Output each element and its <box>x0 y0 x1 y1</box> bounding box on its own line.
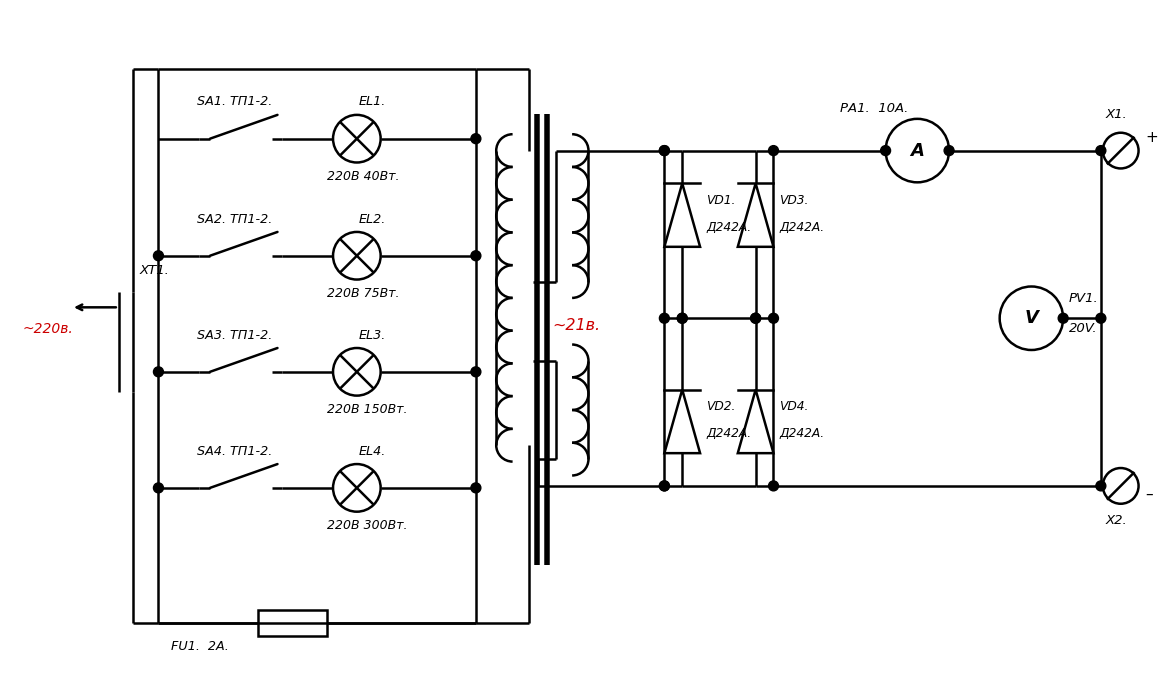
Circle shape <box>660 481 669 491</box>
Text: X2.: X2. <box>1106 514 1127 527</box>
Text: Д242А.: Д242А. <box>706 427 751 440</box>
Circle shape <box>751 313 761 323</box>
Circle shape <box>751 313 761 323</box>
Text: 20V.: 20V. <box>1069 321 1098 335</box>
Text: Д242А.: Д242А. <box>779 427 825 440</box>
Circle shape <box>660 146 669 155</box>
Text: 220В 40Вт.: 220В 40Вт. <box>327 170 400 183</box>
Circle shape <box>677 313 687 323</box>
Circle shape <box>1058 313 1068 323</box>
Circle shape <box>677 313 687 323</box>
Circle shape <box>769 481 778 491</box>
Circle shape <box>660 313 669 323</box>
Text: FU1.  2А.: FU1. 2А. <box>171 640 229 653</box>
Text: 220В 300Вт.: 220В 300Вт. <box>327 519 408 532</box>
Text: EL3.: EL3. <box>359 328 386 342</box>
Text: EL2.: EL2. <box>359 213 386 226</box>
Circle shape <box>880 146 891 155</box>
Text: +: + <box>1145 130 1158 145</box>
Circle shape <box>471 251 481 261</box>
Text: ~220в.: ~220в. <box>22 322 74 336</box>
Text: VD4.: VD4. <box>779 400 809 413</box>
Text: SA2. ТП1-2.: SA2. ТП1-2. <box>197 213 272 226</box>
Text: Д242А.: Д242А. <box>779 220 825 233</box>
Circle shape <box>154 251 163 261</box>
Circle shape <box>1096 313 1106 323</box>
Circle shape <box>471 134 481 144</box>
Circle shape <box>471 483 481 493</box>
Circle shape <box>471 367 481 377</box>
Circle shape <box>769 313 778 323</box>
Text: 220В 150Вт.: 220В 150Вт. <box>327 403 408 416</box>
Text: EL4.: EL4. <box>359 445 386 458</box>
Text: SA4. ТП1-2.: SA4. ТП1-2. <box>197 445 272 458</box>
Text: РА1.  10А.: РА1. 10А. <box>840 102 908 116</box>
Circle shape <box>1096 481 1106 491</box>
Text: 220В 75Вт.: 220В 75Вт. <box>327 287 400 300</box>
Text: EL1.: EL1. <box>359 95 386 109</box>
Text: PV1.: PV1. <box>1069 292 1099 305</box>
Text: VD3.: VD3. <box>779 194 809 207</box>
Circle shape <box>769 146 778 155</box>
Text: SA3. ТП1-2.: SA3. ТП1-2. <box>197 328 272 342</box>
Circle shape <box>945 146 954 155</box>
Text: –: – <box>1145 487 1153 501</box>
Circle shape <box>154 367 163 377</box>
Circle shape <box>660 481 669 491</box>
Circle shape <box>660 146 669 155</box>
Text: X1.: X1. <box>1106 108 1127 121</box>
Text: SA1. ТП1-2.: SA1. ТП1-2. <box>197 95 272 109</box>
Bar <box>258 610 327 636</box>
Text: A: A <box>911 141 925 160</box>
Text: V: V <box>1024 309 1038 328</box>
Circle shape <box>154 483 163 493</box>
Text: XT1.: XT1. <box>139 264 170 277</box>
Text: VD2.: VD2. <box>706 400 735 413</box>
Text: Д242А.: Д242А. <box>706 220 751 233</box>
Text: ~21в.: ~21в. <box>552 318 600 332</box>
Circle shape <box>1096 146 1106 155</box>
Text: VD1.: VD1. <box>706 194 735 207</box>
